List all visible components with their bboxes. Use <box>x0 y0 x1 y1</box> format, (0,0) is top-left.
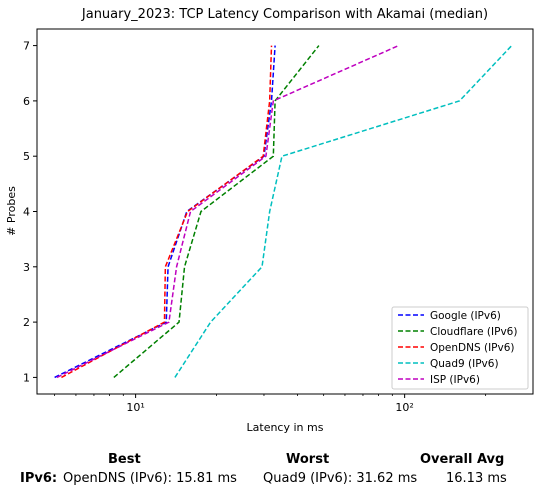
ipv6-row-label: IPv6: <box>20 471 58 486</box>
legend-label: ISP (IPv6) <box>430 374 480 386</box>
y-tick-label: 4 <box>23 206 30 219</box>
legend-label: Google (IPv6) <box>430 310 501 322</box>
worst-header: Worst <box>286 452 330 467</box>
series-line-3 <box>61 45 273 379</box>
y-tick-label: 5 <box>23 150 30 163</box>
y-tick-label: 1 <box>23 371 30 384</box>
best-header: Best <box>108 452 141 467</box>
overall-avg-header: Overall Avg <box>420 452 505 467</box>
legend-label: Cloudflare (IPv6) <box>430 326 517 338</box>
series-lines <box>54 44 513 379</box>
series-line-4 <box>174 45 513 378</box>
series-line-2 <box>113 45 320 378</box>
y-tick-label: 2 <box>23 316 30 329</box>
legend-box <box>391 306 529 390</box>
y-tick-label: 3 <box>23 261 30 274</box>
x-tick-label: 10² <box>395 401 413 414</box>
axis-ticks: 1 2 3 4 5 6 7 10¹ 10² <box>23 40 487 414</box>
y-tick-label: 7 <box>23 40 30 53</box>
y-tick-label: 6 <box>23 95 30 108</box>
x-axis-label: Latency in ms <box>247 421 324 434</box>
series-line-1 <box>54 45 276 379</box>
series-line-5 <box>56 44 399 379</box>
x-tick-label: 10¹ <box>126 401 144 414</box>
best-value: OpenDNS (IPv6): 15.81 ms <box>63 471 237 486</box>
y-axis-label: # Probes <box>5 186 18 236</box>
legend-label: Quad9 (IPv6) <box>430 358 499 370</box>
worst-value: Quad9 (IPv6): 31.62 ms <box>263 471 418 486</box>
chart-title: January_2023: TCP Latency Comparison wit… <box>81 7 488 22</box>
overall-avg-value: 16.13 ms <box>446 471 507 486</box>
legend: Google (IPv6) Cloudflare (IPv6) OpenDNS (I… <box>391 306 529 390</box>
latency-chart: January_2023: TCP Latency Comparison wit… <box>5 7 534 434</box>
legend-label: OpenDNS (IPv6) <box>430 342 515 354</box>
